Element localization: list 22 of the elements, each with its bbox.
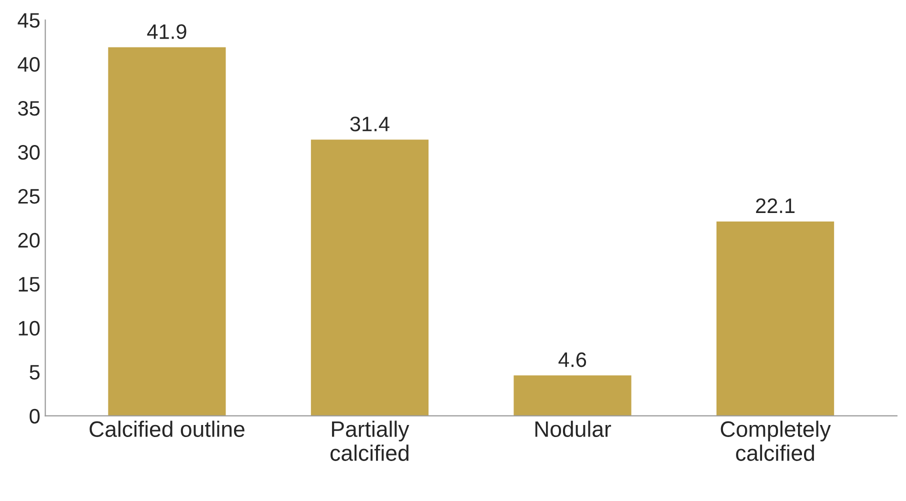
y-tick-label: 25: [18, 188, 40, 204]
y-tick-label: 0: [30, 408, 40, 424]
data-label: 31.4: [350, 116, 390, 132]
x-tick-label: Calcified outline: [90, 420, 244, 438]
y-tick-label: 10: [18, 320, 40, 336]
y-tick-label: 40: [18, 57, 40, 72]
bar: [514, 375, 632, 416]
bar: [716, 221, 834, 416]
x-tick-label: Nodular: [535, 420, 612, 438]
data-label: 41.9: [147, 24, 186, 40]
bar: [310, 140, 429, 416]
y-tick-label: 20: [18, 232, 40, 248]
data-label: 4.6: [558, 352, 586, 368]
y-tick-label: 15: [18, 277, 40, 292]
y-tick-label: 5: [30, 365, 40, 380]
y-tick-label: 35: [18, 100, 40, 116]
y-tick-label: 30: [18, 144, 40, 160]
bar: [108, 47, 226, 416]
y-tick-label: 45: [18, 13, 40, 28]
x-tick-label: Completely calcified: [720, 420, 831, 461]
data-label: 22.1: [756, 198, 795, 213]
x-tick-label: Partially calcified: [330, 420, 410, 461]
